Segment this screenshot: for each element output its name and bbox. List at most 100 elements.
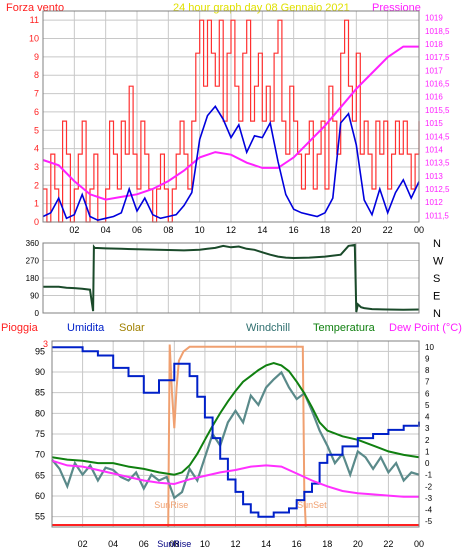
pioggia-label: Pioggia	[1, 322, 39, 334]
wind-tick-label: 1	[34, 199, 39, 209]
climate-x-tick-label: 06	[139, 539, 149, 549]
pressure-series	[42, 45, 419, 201]
top-x-tick-label: 20	[351, 225, 361, 235]
wind-tick-label: 4	[34, 144, 39, 154]
temperature-tick-label: -5	[425, 517, 433, 526]
compass-label: W	[433, 256, 444, 268]
top-x-tick-label: 00	[414, 225, 424, 235]
climate-x-tick-label: 12	[230, 539, 240, 549]
direction-tick-label: 270	[26, 257, 40, 266]
climate-x-tick-label: 10	[200, 539, 210, 549]
temperature-tick-label: 1	[425, 447, 430, 456]
sunrise-axis-label: SunRise	[157, 539, 191, 549]
top-x-tick-label: 04	[101, 225, 111, 235]
temperature-tick-label: 6	[425, 389, 430, 398]
climate-x-tick-label: 16	[292, 539, 302, 549]
windchill-series	[51, 370, 420, 500]
top-x-tick-label: 18	[320, 225, 330, 235]
pressure-tick-label: 1018,5	[425, 27, 450, 36]
top-x-tick-label: 08	[163, 225, 173, 235]
pressure-tick-label: 1014	[425, 145, 443, 154]
temperature-tick-label: 5	[425, 401, 430, 410]
top-x-tick-label: 16	[289, 225, 299, 235]
windchill-line	[51, 370, 420, 500]
humidity-tick-label: 70	[35, 450, 45, 460]
temperature-tick-label: -1	[425, 471, 433, 480]
pressure-axis-label: Pressione	[372, 2, 421, 14]
wind-tick-label: 9	[34, 52, 39, 62]
top-x-tick-label: 12	[226, 225, 236, 235]
humidity-tick-label: 75	[35, 429, 45, 439]
humidity-tick-label: 90	[35, 367, 45, 377]
wind-tick-label: 3	[34, 162, 39, 172]
temperature-tick-label: 10	[425, 343, 434, 352]
dewpoint-line	[51, 459, 419, 498]
pressure-tick-label: 1011,5	[425, 211, 449, 220]
solar-line	[167, 344, 307, 528]
wind-tick-label: 10	[29, 34, 39, 44]
pressure-tick-label: 1012	[425, 198, 443, 207]
climate-x-tick-label: 08	[169, 539, 179, 549]
temperature-tick-label: 9	[425, 354, 430, 363]
windchill-label: Windchill	[246, 322, 290, 334]
wind-axis-label: Forza vento	[6, 2, 64, 14]
direction-tick-labels: 360 270 180 90 0	[26, 239, 40, 318]
climate-x-tick-label: 02	[78, 539, 88, 549]
pressure-tick-label: 1016	[425, 93, 443, 102]
temperature-tick-label: 8	[425, 366, 430, 375]
humidity-tick-labels: 55 60 65 70 75 80 85 90 95	[35, 346, 45, 521]
pressure-tick-label: 1019	[425, 14, 443, 23]
direction-tick-label: 360	[26, 239, 40, 248]
temperatura-label: Temperatura	[313, 322, 376, 334]
temperature-tick-label: 4	[425, 413, 430, 422]
climate-x-tick-label: 00	[414, 539, 424, 549]
solar-label: Solar	[119, 322, 145, 334]
pressure-tick-label: 1015,5	[425, 106, 450, 115]
top-plot-frame	[42, 10, 420, 223]
wind-tick-label: 0	[34, 217, 39, 227]
wind-tick-labels: 0 1 2 3 4 5 6 7 8 9 10 11	[29, 15, 39, 227]
pressure-tick-label: 1015	[425, 119, 443, 128]
pressure-tick-label: 1018	[425, 40, 443, 49]
gust-wind-line	[43, 19, 420, 223]
pressure-tick-labels: 1011,5 1012 1012,5 1013 1013,5 1014 1014,5 1015…	[425, 14, 450, 221]
temperature-tick-label: 0	[425, 459, 430, 468]
top-x-tick-label: 06	[132, 225, 142, 235]
gust-wind-series	[43, 19, 420, 223]
wind-tick-label: 11	[30, 15, 39, 25]
compass-label: E	[433, 291, 440, 303]
pressure-line	[42, 45, 419, 201]
climate-plot-frame	[51, 340, 420, 528]
pressure-tick-label: 1013,5	[425, 159, 450, 168]
wind-tick-label: 8	[34, 70, 39, 80]
solar-series	[167, 344, 307, 528]
direction-series	[43, 243, 420, 313]
pressure-tick-label: 1014,5	[425, 132, 450, 141]
climate-x-tick-label: 20	[353, 539, 363, 549]
temperature-tick-label: -4	[425, 506, 433, 515]
direction-tick-label: 0	[35, 309, 40, 318]
rain-tick-label: 3	[43, 339, 48, 349]
humidity-tick-label: 55	[35, 512, 45, 522]
temperature-tick-label: -3	[425, 494, 433, 503]
wind-pressure-chart: Forza vento 24 hour graph day 08 Gennaio…	[6, 2, 450, 235]
climate-x-tick-label: 04	[108, 539, 118, 549]
compass-label: N	[433, 238, 441, 250]
humidity-tick-label: 65	[35, 470, 45, 480]
humidity-tick-label: 80	[35, 408, 45, 418]
sunset-annotation: SunSet	[297, 500, 327, 510]
top-x-tick-label: 22	[383, 225, 393, 235]
wind-tick-label: 2	[34, 180, 39, 190]
top-x-tick-label: 14	[257, 225, 267, 235]
dewpoint-series	[51, 459, 419, 498]
temperature-line	[51, 362, 420, 476]
umidita-label: Umidita	[67, 322, 105, 334]
climate-x-tick-label: 14	[261, 539, 271, 549]
humidity-line	[52, 346, 420, 518]
wind-tick-label: 7	[34, 89, 39, 99]
sun-annotations: SunRise SunSet SunRise	[154, 500, 327, 549]
